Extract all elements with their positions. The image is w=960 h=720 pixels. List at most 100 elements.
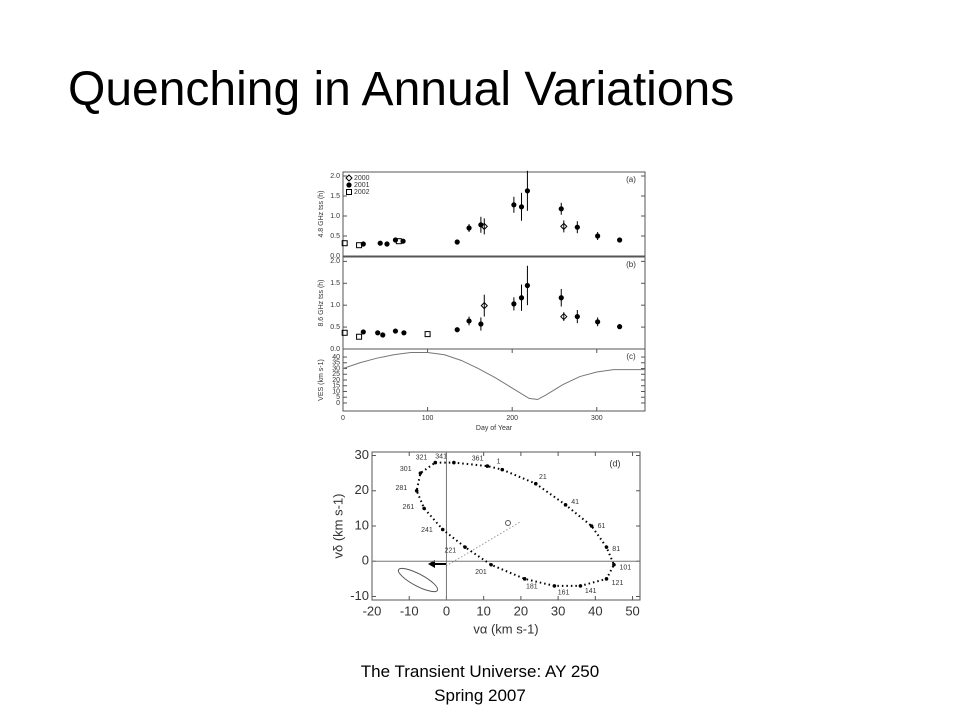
- data-point: [524, 188, 531, 194]
- x-tick-label: 30: [551, 603, 565, 618]
- panel-tag: (b): [626, 260, 636, 269]
- point-label: 341: [435, 454, 447, 461]
- y-tick-label: 1.5: [330, 193, 340, 200]
- data-point: [604, 577, 609, 581]
- y-tick-label: 2.0: [330, 258, 340, 265]
- mean-direction: [445, 521, 521, 567]
- legend-label: 2001: [354, 182, 370, 189]
- data-point: [518, 295, 525, 301]
- point-label: 321: [416, 454, 428, 461]
- data-point: [500, 467, 505, 472]
- x-tick-label: 50: [625, 603, 639, 618]
- point-label: 121: [612, 580, 624, 587]
- data-point: [440, 527, 445, 532]
- data-point: [433, 460, 438, 465]
- x-tick-label: 10: [476, 603, 490, 618]
- data-point: [604, 545, 609, 549]
- data-point: [489, 562, 493, 567]
- data-point: [533, 481, 538, 486]
- y-tick-label: -10: [350, 588, 369, 603]
- y-tick-label: 5: [336, 394, 340, 401]
- data-point: [563, 503, 568, 507]
- data-point: [617, 237, 623, 243]
- panel-tag: (c): [626, 352, 636, 361]
- point-label: 1: [497, 459, 501, 466]
- point-label: 81: [612, 546, 620, 553]
- legend-symbol: [346, 189, 352, 195]
- data-point: [511, 301, 517, 307]
- point-label: 41: [571, 499, 579, 506]
- y-tick-label: 20: [332, 377, 340, 384]
- y-tick-label: 0.0: [330, 346, 340, 353]
- data-point: [595, 233, 601, 239]
- y-tick-label: 1.0: [330, 302, 340, 309]
- point-label: 201: [475, 569, 487, 576]
- y-tick-label: 30: [355, 447, 369, 462]
- y-axis-label: VES (km s-1): [318, 359, 325, 401]
- data-point: [574, 224, 580, 230]
- footer: The Transient Universe: AY 250 Spring 20…: [0, 660, 960, 708]
- data-point: [375, 330, 381, 336]
- x-tick-label: 20: [514, 603, 528, 618]
- data-point: [466, 225, 472, 231]
- data-point: [356, 242, 363, 249]
- data-point: [377, 240, 383, 246]
- data-point: [454, 239, 460, 245]
- x-tick-label: -20: [363, 603, 382, 618]
- data-point: [560, 222, 568, 231]
- point-label: 221: [445, 548, 457, 555]
- y-tick-label: 10: [332, 388, 340, 395]
- point-label: 261: [403, 504, 415, 511]
- plot-frame: [342, 348, 646, 412]
- x-tick-label: 300: [591, 415, 603, 422]
- data-point: [511, 202, 517, 208]
- data-point: [466, 318, 472, 324]
- y-tick-label: 1.0: [330, 213, 340, 220]
- data-point: [392, 237, 399, 243]
- y-tick-label: 30: [332, 365, 340, 372]
- x-tick-label: -10: [400, 603, 419, 618]
- mean-point: [505, 520, 511, 526]
- point-label: 361: [472, 456, 484, 463]
- point-label: 141: [585, 588, 597, 595]
- panel-tag: (a): [626, 175, 636, 184]
- y-tick-label: 0.5: [330, 324, 340, 331]
- y-tick-label: 0: [362, 553, 369, 568]
- data-point: [574, 313, 580, 320]
- data-point: [424, 331, 431, 338]
- data-point: [452, 460, 456, 465]
- data-point: [395, 238, 402, 245]
- y-tick-label: 40: [332, 354, 340, 361]
- point-label: 21: [539, 474, 547, 481]
- orbit: [415, 461, 616, 587]
- data-point: [518, 204, 525, 210]
- data-point: [522, 577, 527, 581]
- y-tick-label: 2.0: [330, 173, 340, 180]
- data-point: [392, 328, 399, 334]
- data-point: [356, 333, 363, 340]
- x-tick-label: 0: [443, 603, 450, 618]
- data-point: [480, 301, 488, 310]
- plot-frame: [342, 171, 646, 257]
- data-point: [524, 282, 531, 289]
- data-point: [617, 324, 623, 330]
- point-label: 241: [421, 527, 433, 534]
- slide-title: Quenching in Annual Variations: [68, 63, 735, 116]
- data-point: [341, 329, 348, 336]
- y-tick-label: 1.5: [330, 280, 340, 287]
- y-axis-label: 8.6 GHz tss (h): [318, 279, 325, 326]
- y-tick-label: 15: [332, 383, 340, 390]
- y-tick-label: 10: [355, 517, 369, 532]
- panel-tag: (d): [610, 458, 621, 468]
- footer-line: Spring 2007: [434, 686, 526, 705]
- y-tick-label: 20: [355, 482, 369, 497]
- arrow-head: [428, 560, 435, 568]
- x-axis-label: vα (km s-1): [473, 621, 538, 636]
- point-label: 301: [400, 466, 412, 473]
- data-point: [384, 241, 390, 247]
- data-point: [341, 240, 348, 247]
- data-point: [612, 562, 616, 567]
- panel-d-decor: [397, 520, 521, 593]
